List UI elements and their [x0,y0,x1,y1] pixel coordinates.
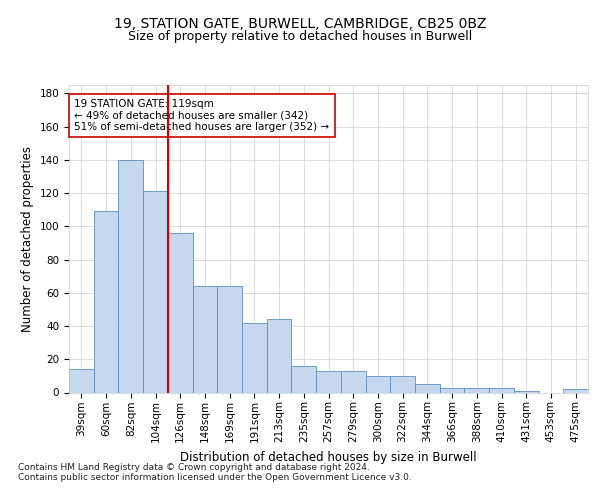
X-axis label: Distribution of detached houses by size in Burwell: Distribution of detached houses by size … [180,450,477,464]
Bar [267,320,292,392]
Bar [563,389,588,392]
Text: 19 STATION GATE: 119sqm
← 49% of detached houses are smaller (342)
51% of semi-d: 19 STATION GATE: 119sqm ← 49% of detache… [74,99,329,132]
Y-axis label: Number of detached properties: Number of detached properties [21,146,34,332]
Bar [118,160,143,392]
Bar [217,286,242,393]
Bar [193,286,217,393]
Bar [390,376,415,392]
Bar [316,371,341,392]
Bar [489,388,514,392]
Bar [440,388,464,392]
Bar [514,391,539,392]
Bar [168,233,193,392]
Bar [94,212,118,392]
Bar [69,369,94,392]
Text: Contains HM Land Registry data © Crown copyright and database right 2024.
Contai: Contains HM Land Registry data © Crown c… [18,462,412,482]
Bar [242,322,267,392]
Bar [464,388,489,392]
Text: 19, STATION GATE, BURWELL, CAMBRIDGE, CB25 0BZ: 19, STATION GATE, BURWELL, CAMBRIDGE, CB… [114,18,486,32]
Bar [341,371,365,392]
Bar [143,192,168,392]
Bar [365,376,390,392]
Bar [415,384,440,392]
Bar [292,366,316,392]
Text: Size of property relative to detached houses in Burwell: Size of property relative to detached ho… [128,30,472,43]
